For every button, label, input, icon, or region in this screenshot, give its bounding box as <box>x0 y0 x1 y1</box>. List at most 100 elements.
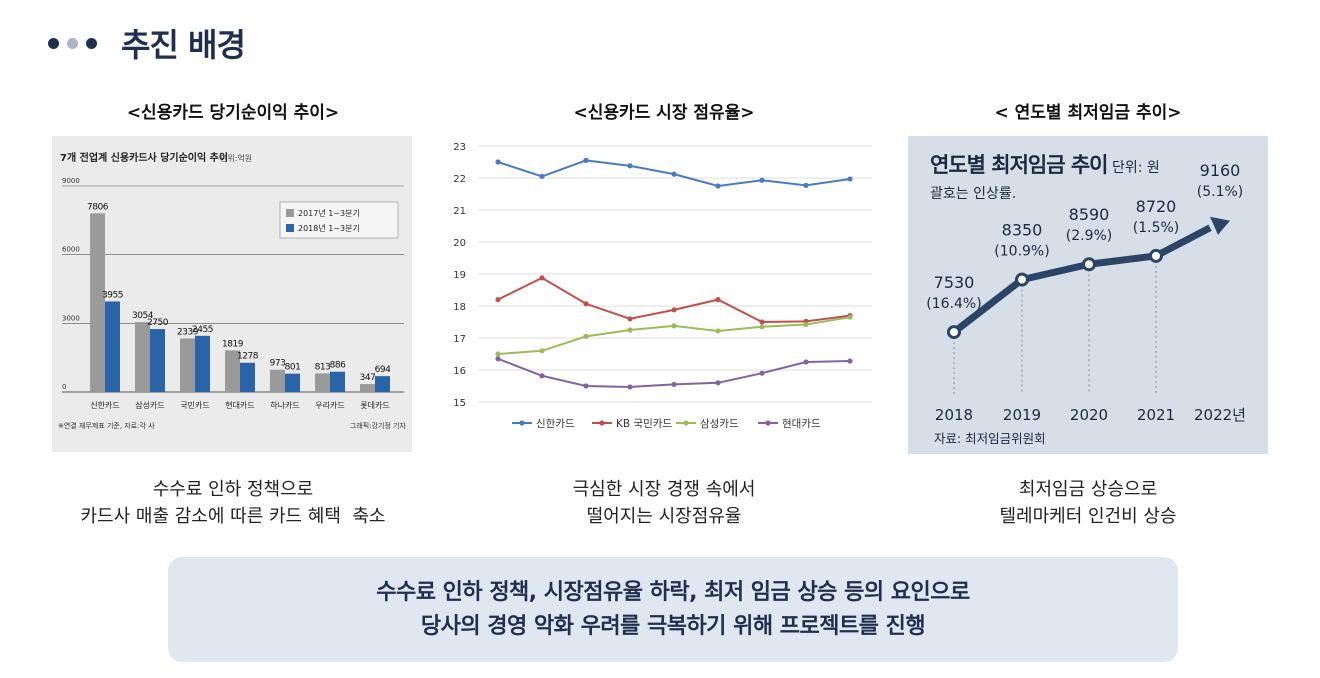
line-point-0-2 <box>583 157 589 163</box>
line-point-0-5 <box>715 183 721 189</box>
summary-line-2: 당사의 경영 악화 우려를 극복하기 위해 프로젝트를 진행 <box>420 613 926 639</box>
line-point-0-1 <box>539 173 545 179</box>
line-point-3-1 <box>539 373 545 379</box>
bar-value-label: 2339 <box>177 327 199 337</box>
line-point-2-0 <box>495 351 501 357</box>
wage-rate-label-2: (2.9%) <box>1066 228 1113 244</box>
bar-value-label: 3955 <box>102 290 123 300</box>
profit-caption-line-1: 수수료 인하 정책으로 <box>152 479 314 500</box>
line-point-3-2 <box>583 383 589 389</box>
bar-ytick-label: 0 <box>62 383 66 391</box>
line-point-3-5 <box>715 380 721 386</box>
line-point-3-8 <box>847 358 853 364</box>
bar-3-0 <box>225 350 240 392</box>
line-point-0-8 <box>847 176 853 182</box>
line-point-2-2 <box>583 333 589 339</box>
wage-value-label-2: 8590 <box>1069 205 1110 224</box>
line-ytick-label: 20 <box>453 238 466 249</box>
bar-category-label: 현대카드 <box>225 401 254 410</box>
line-point-2-7 <box>803 321 809 328</box>
summary-box: 수수료 인하 정책, 시장점유율 하락, 최저 임금 상승 등의 요인으로 당사… <box>168 557 1178 662</box>
bar-6-1 <box>375 376 390 392</box>
line-legend-marker-3 <box>765 420 771 426</box>
wage-chart-subtitle: 괄호는 인상률. <box>930 186 1016 202</box>
bar-category-label: 국민카드 <box>180 400 209 410</box>
bar-4-1 <box>285 373 300 392</box>
wage-chart-unit: 단위: 원 <box>1112 160 1160 176</box>
line-ytick-label: 23 <box>453 142 466 153</box>
line-legend-label-2: 삼성카드 <box>700 418 739 430</box>
line-series-1 <box>497 276 851 324</box>
share-caption-line-2: 떨어지는 시장점유율 <box>586 506 742 527</box>
line-legend-label-1: KB 국민카드 <box>616 418 672 430</box>
bar-ytick-label: 9000 <box>62 177 80 185</box>
line-legend-label-3: 현대카드 <box>782 418 821 430</box>
wage-point-1 <box>1015 272 1029 287</box>
line-point-3-0 <box>495 356 501 362</box>
line-point-1-3 <box>627 316 633 322</box>
bar-value-label: 7806 <box>87 202 109 212</box>
wage-chart-heading: < 연도별 최저임금 추이> <box>994 103 1182 123</box>
line-ytick-label: 19 <box>453 270 466 281</box>
line-point-3-4 <box>671 381 677 387</box>
bar-value-label: 694 <box>375 365 391 375</box>
bar-value-label: 3054 <box>132 311 154 321</box>
dot-1 <box>48 37 59 49</box>
share-caption-line-1: 극심한 시장 경쟁 속에서 <box>572 479 756 500</box>
wage-value-label-4: 9160 <box>1200 161 1241 180</box>
bar-legend-swatch-1 <box>286 224 294 232</box>
line-point-1-4 <box>671 307 677 313</box>
line-point-2-3 <box>627 327 633 333</box>
line-series-2 <box>497 316 851 355</box>
bar-legend-label-1: 2018년 1~3분기 <box>298 223 360 233</box>
bar-value-label: 2750 <box>147 318 169 328</box>
bar-value-label: 2455 <box>192 325 213 335</box>
wage-point-3 <box>1149 248 1163 263</box>
bar-chart-title: 7개 전업계 신용카드사 당기순이익 추이 <box>60 151 228 164</box>
summary-line-1: 수수료 인하 정책, 시장점유율 하락, 최저 임금 상승 등의 요인으로 <box>376 579 970 605</box>
line-legend-marker-2 <box>683 420 689 426</box>
line-point-0-0 <box>495 159 501 165</box>
wage-chart-title: 연도별 최저임금 추이 <box>930 153 1108 177</box>
bar-footnote-left: ※연결 재무제표 기준, 자료:각 사 <box>58 421 155 430</box>
bar-1-0 <box>135 322 150 392</box>
wage-caption-line-2: 텔레마케터 인건비 상승 <box>999 506 1177 527</box>
bar-ytick-label: 6000 <box>62 246 80 254</box>
wage-rate-label-1: (10.9%) <box>994 244 1049 260</box>
line-point-1-5 <box>715 297 721 303</box>
bar-footnote-right: 그래픽:강기정 기자 <box>350 421 407 430</box>
title-dots <box>48 37 97 49</box>
bar-1-1 <box>150 329 165 392</box>
bar-6-0 <box>360 384 375 392</box>
line-legend-marker-0 <box>519 420 525 426</box>
line-point-3-6 <box>759 370 765 376</box>
bar-value-label: 1819 <box>222 339 244 349</box>
wage-year-label-2: 2020 <box>1070 406 1108 424</box>
wage-caption: 최저임금 상승으로 텔레마케터 인건비 상승 <box>878 476 1298 530</box>
wage-year-label-4: 2022년 <box>1194 406 1246 424</box>
market-share-line-chart: 15 16 17 18 19 20 21 22 23 신한카드 KB 국민카드 삼성카드 현대카드 <box>453 142 872 430</box>
bar-category-label: 우리카드 <box>315 401 344 410</box>
bar-5-1 <box>330 371 345 392</box>
line-point-1-1 <box>539 275 545 281</box>
wage-year-label-3: 2021 <box>1137 406 1175 424</box>
line-ytick-label: 18 <box>453 302 466 313</box>
wage-rate-label-4: (5.1%) <box>1197 184 1244 200</box>
line-point-2-1 <box>539 348 545 354</box>
line-point-2-5 <box>715 328 721 334</box>
wage-point-2 <box>1082 257 1096 272</box>
bar-0-0 <box>90 213 105 392</box>
bar-value-label: 886 <box>330 361 346 371</box>
line-point-1-2 <box>583 301 589 307</box>
line-legend-marker-1 <box>599 420 605 426</box>
wage-source-label: 자료: 최저임금위원회 <box>934 431 1046 446</box>
line-point-2-4 <box>671 323 677 329</box>
bar-category-label: 삼성카드 <box>135 400 164 410</box>
bar-category-label: 롯데카드 <box>360 401 389 410</box>
wage-point-0 <box>947 325 961 340</box>
line-point-0-3 <box>627 163 633 169</box>
bar-value-label: 801 <box>285 363 301 373</box>
wage-year-label-1: 2019 <box>1003 406 1041 424</box>
page-header: 추진 배경 <box>48 18 246 68</box>
